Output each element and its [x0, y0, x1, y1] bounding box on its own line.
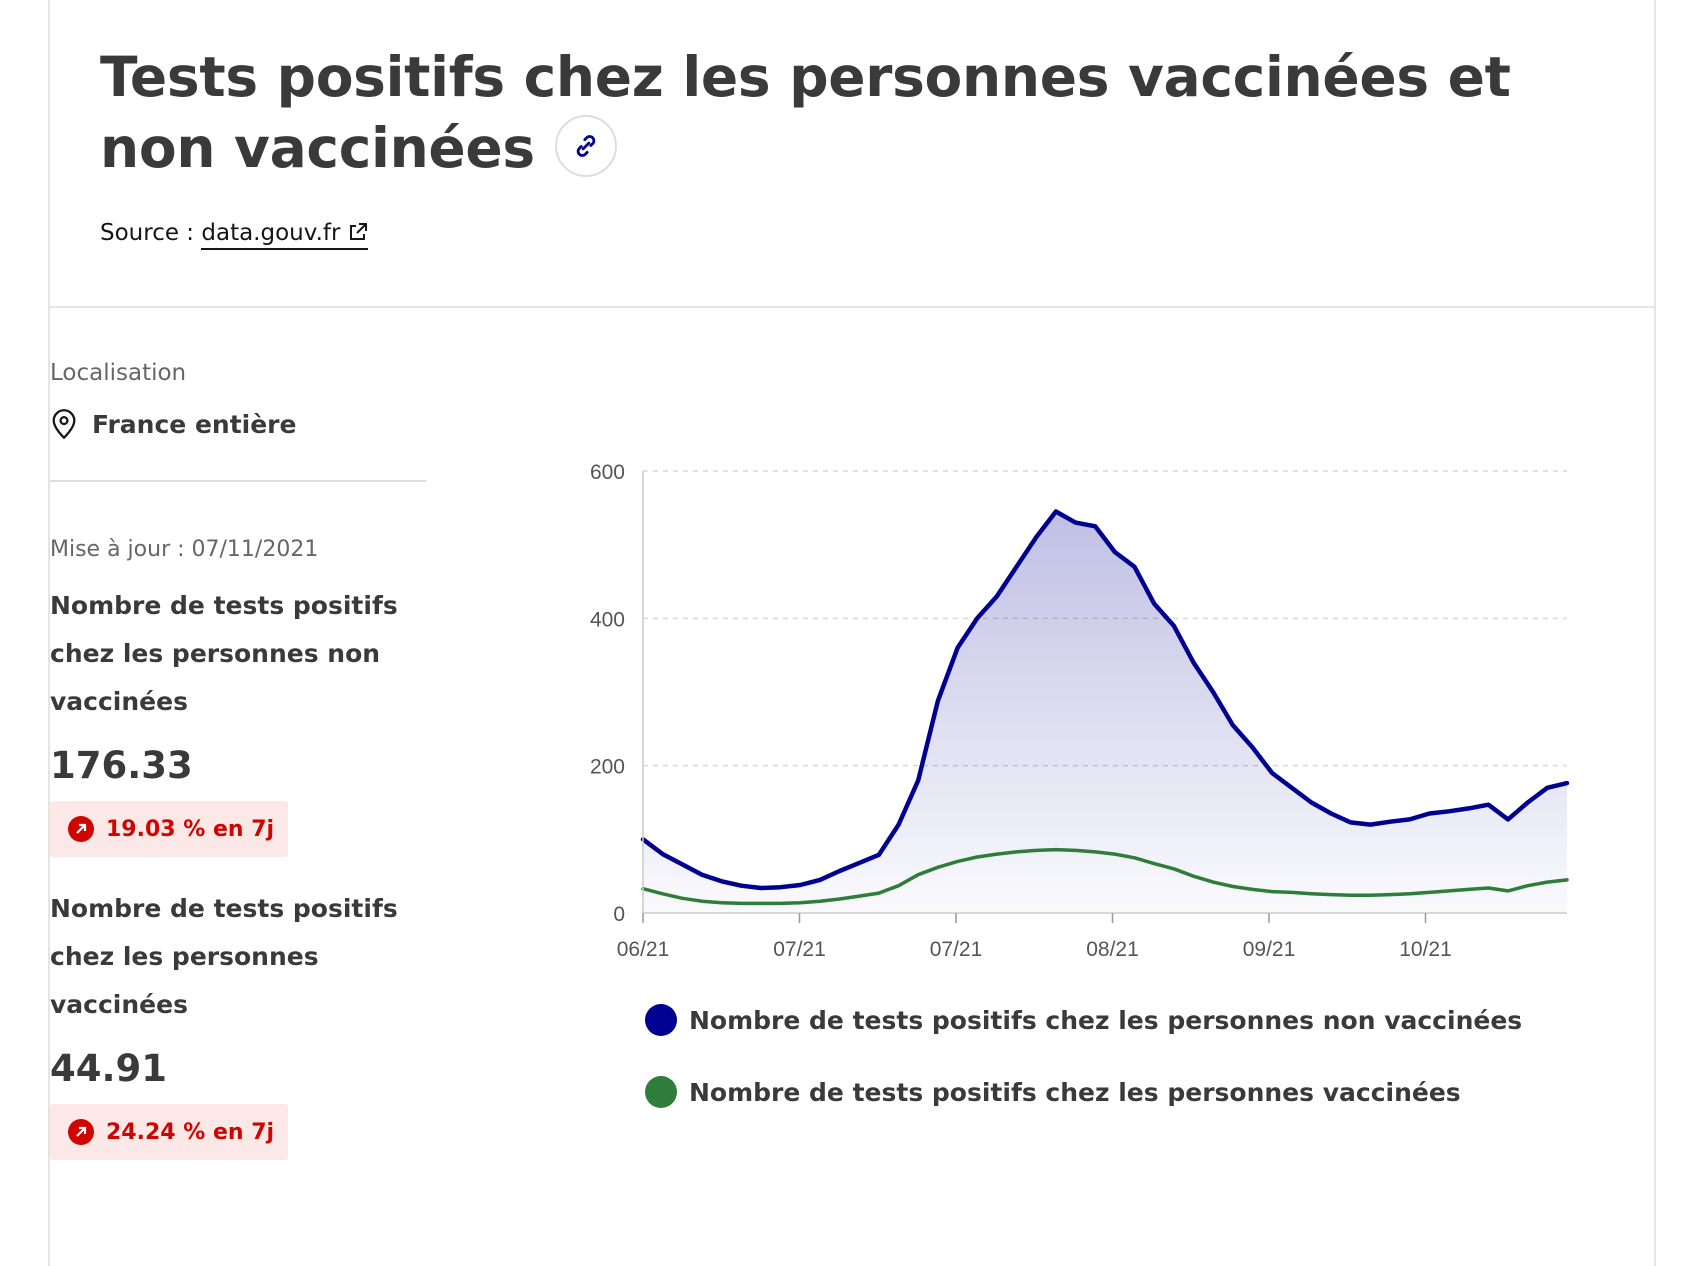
x-tick-label: 10/21: [1399, 938, 1452, 961]
chart-card: Tests positifs chez les personnes vaccin…: [48, 0, 1656, 1266]
divider: [50, 480, 426, 482]
external-link-icon: [350, 222, 368, 240]
source-link[interactable]: data.gouv.fr: [201, 220, 369, 250]
kpi-value-vaccinated: 44.91: [50, 1047, 168, 1090]
indicator-panel: Localisation France entière Mise à jour …: [50, 360, 430, 1160]
legend-label: Nombre de tests positifs chez les person…: [689, 1005, 1523, 1035]
trend-text: 24.24 % en 7j: [106, 1119, 275, 1145]
y-tick-label: 200: [590, 756, 625, 779]
link-icon: [576, 134, 596, 157]
y-tick-label: 400: [590, 608, 625, 631]
kpi-value-non-vaccinated: 176.33: [50, 744, 193, 787]
x-tick-label: 06/21: [617, 938, 670, 961]
x-tick-label: 07/21: [773, 938, 826, 961]
kpi-label-vaccinated: Nombre de tests positifs chez les person…: [50, 894, 398, 1019]
chart-legend: Nombre de tests positifs chez les person…: [645, 1000, 1522, 1144]
y-tick-label: 0: [613, 903, 625, 926]
x-tick-label: 07/21: [930, 938, 983, 961]
arrow-up-right-icon: [68, 816, 94, 842]
series-area: [643, 511, 1567, 913]
location-pin-icon: [52, 409, 76, 440]
series-line: [640, 509, 1570, 891]
location-selector[interactable]: France entière: [50, 408, 430, 440]
trend-badge-vaccinated: 24.24 % en 7j: [50, 1104, 289, 1160]
y-tick-label: 600: [590, 461, 625, 484]
card-header: Tests positifs chez les personnes vaccin…: [50, 0, 1654, 308]
source-line: Source : data.gouv.fr: [100, 220, 369, 250]
source-prefix: Source :: [100, 220, 202, 246]
legend-dot: [645, 1004, 677, 1036]
location-label: Localisation: [50, 360, 187, 386]
legend-item-vaccinated[interactable]: Nombre de tests positifs chez les person…: [645, 1072, 1522, 1112]
kpi-label-non-vaccinated: Nombre de tests positifs chez les person…: [50, 591, 398, 716]
update-date: Mise à jour : 07/11/2021: [50, 537, 319, 562]
source-link-text: data.gouv.fr: [201, 220, 341, 246]
page-title-text: Tests positifs chez les personnes vaccin…: [100, 45, 1511, 180]
arrow-up-right-icon: [68, 1119, 94, 1145]
chart-series: [640, 509, 1570, 913]
legend-label: Nombre de tests positifs chez les person…: [689, 1077, 1461, 1107]
legend-item-non-vaccinated[interactable]: Nombre de tests positifs chez les person…: [645, 1000, 1522, 1040]
x-tick-label: 08/21: [1086, 938, 1139, 961]
x-tick-label: 09/21: [1243, 938, 1296, 961]
copy-link-button[interactable]: [554, 114, 617, 177]
page-title: Tests positifs chez les personnes vaccin…: [100, 42, 1520, 184]
location-value: France entière: [92, 409, 297, 439]
chart-axes: 0 200 400 600 06/21 07/21 07/21 08/21 09/21 10/21: [590, 461, 1567, 961]
trend-badge-non-vaccinated: 19.03 % en 7j: [50, 801, 289, 857]
legend-dot: [645, 1076, 677, 1108]
trend-text: 19.03 % en 7j: [106, 816, 275, 842]
series-line: [641, 847, 1569, 906]
